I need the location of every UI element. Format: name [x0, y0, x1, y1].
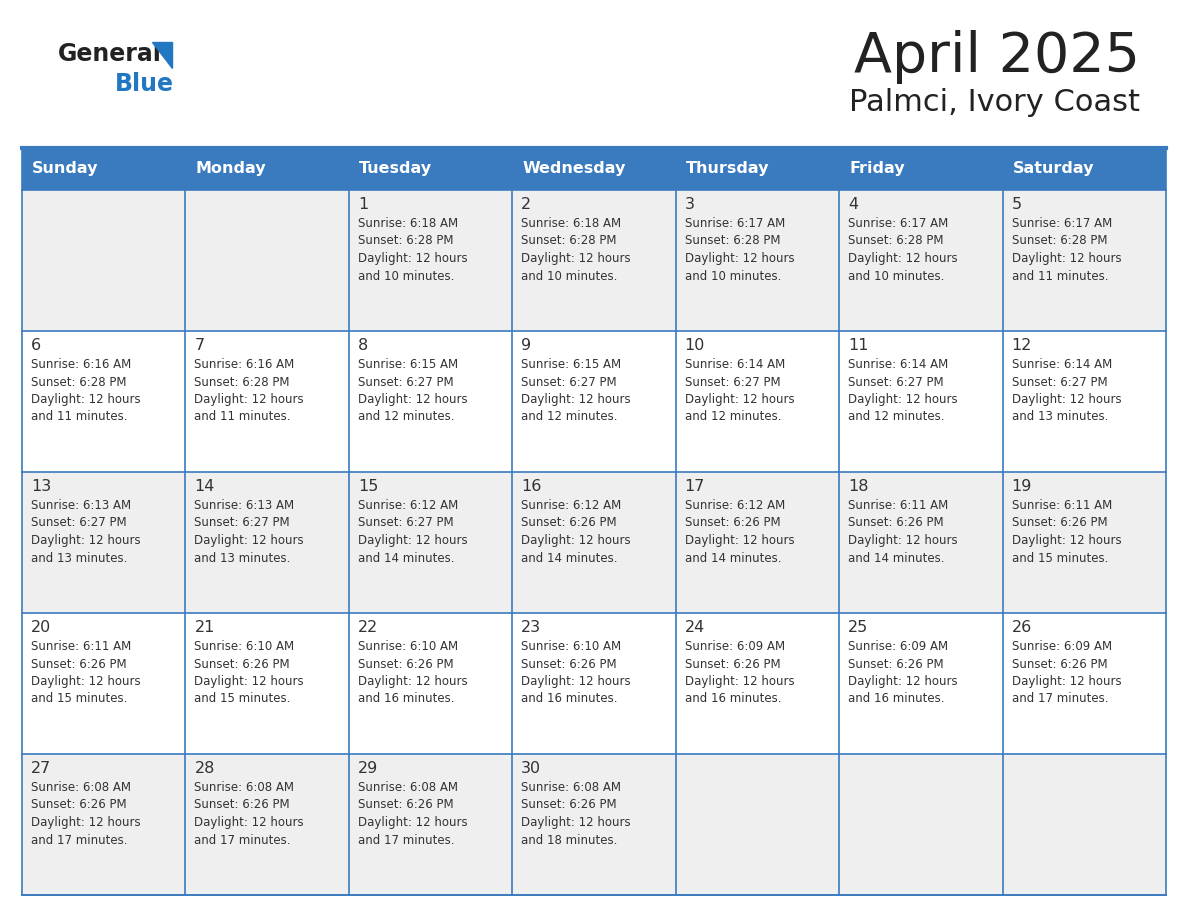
Text: General: General — [58, 42, 162, 66]
Text: Blue: Blue — [115, 72, 173, 96]
Text: 1: 1 — [358, 197, 368, 212]
Text: Sunrise: 6:15 AM
Sunset: 6:27 PM
Daylight: 12 hours
and 12 minutes.: Sunrise: 6:15 AM Sunset: 6:27 PM Dayligh… — [358, 358, 468, 423]
Text: Wednesday: Wednesday — [523, 162, 626, 176]
Text: 18: 18 — [848, 479, 868, 494]
Text: 30: 30 — [522, 761, 542, 776]
Text: 25: 25 — [848, 620, 868, 635]
Text: Tuesday: Tuesday — [359, 162, 432, 176]
Text: Sunrise: 6:18 AM
Sunset: 6:28 PM
Daylight: 12 hours
and 10 minutes.: Sunrise: 6:18 AM Sunset: 6:28 PM Dayligh… — [522, 217, 631, 283]
Text: 10: 10 — [684, 338, 706, 353]
Text: 4: 4 — [848, 197, 858, 212]
Text: Sunrise: 6:12 AM
Sunset: 6:26 PM
Daylight: 12 hours
and 14 minutes.: Sunrise: 6:12 AM Sunset: 6:26 PM Dayligh… — [522, 499, 631, 565]
Text: 15: 15 — [358, 479, 378, 494]
Text: Sunrise: 6:16 AM
Sunset: 6:28 PM
Daylight: 12 hours
and 11 minutes.: Sunrise: 6:16 AM Sunset: 6:28 PM Dayligh… — [195, 358, 304, 423]
Text: 16: 16 — [522, 479, 542, 494]
Text: 5: 5 — [1011, 197, 1022, 212]
Text: 27: 27 — [31, 761, 51, 776]
Text: Sunrise: 6:13 AM
Sunset: 6:27 PM
Daylight: 12 hours
and 13 minutes.: Sunrise: 6:13 AM Sunset: 6:27 PM Dayligh… — [195, 499, 304, 565]
Text: April 2025: April 2025 — [854, 30, 1140, 84]
Text: 12: 12 — [1011, 338, 1032, 353]
Text: Sunrise: 6:10 AM
Sunset: 6:26 PM
Daylight: 12 hours
and 15 minutes.: Sunrise: 6:10 AM Sunset: 6:26 PM Dayligh… — [195, 640, 304, 706]
Text: 11: 11 — [848, 338, 868, 353]
Text: Sunrise: 6:11 AM
Sunset: 6:26 PM
Daylight: 12 hours
and 15 minutes.: Sunrise: 6:11 AM Sunset: 6:26 PM Dayligh… — [31, 640, 140, 706]
Text: Sunrise: 6:10 AM
Sunset: 6:26 PM
Daylight: 12 hours
and 16 minutes.: Sunrise: 6:10 AM Sunset: 6:26 PM Dayligh… — [522, 640, 631, 706]
Text: 3: 3 — [684, 197, 695, 212]
Text: Sunrise: 6:14 AM
Sunset: 6:27 PM
Daylight: 12 hours
and 12 minutes.: Sunrise: 6:14 AM Sunset: 6:27 PM Dayligh… — [684, 358, 795, 423]
Text: Sunrise: 6:10 AM
Sunset: 6:26 PM
Daylight: 12 hours
and 16 minutes.: Sunrise: 6:10 AM Sunset: 6:26 PM Dayligh… — [358, 640, 468, 706]
Text: 29: 29 — [358, 761, 378, 776]
Text: 9: 9 — [522, 338, 531, 353]
Text: Sunday: Sunday — [32, 162, 99, 176]
Text: Sunrise: 6:11 AM
Sunset: 6:26 PM
Daylight: 12 hours
and 15 minutes.: Sunrise: 6:11 AM Sunset: 6:26 PM Dayligh… — [1011, 499, 1121, 565]
Text: Palmci, Ivory Coast: Palmci, Ivory Coast — [849, 88, 1140, 117]
Text: Sunrise: 6:09 AM
Sunset: 6:26 PM
Daylight: 12 hours
and 16 minutes.: Sunrise: 6:09 AM Sunset: 6:26 PM Dayligh… — [684, 640, 795, 706]
Text: 2: 2 — [522, 197, 531, 212]
Bar — [23, 472, 1165, 613]
Text: 20: 20 — [31, 620, 51, 635]
Text: 8: 8 — [358, 338, 368, 353]
Text: 17: 17 — [684, 479, 706, 494]
Text: Sunrise: 6:17 AM
Sunset: 6:28 PM
Daylight: 12 hours
and 11 minutes.: Sunrise: 6:17 AM Sunset: 6:28 PM Dayligh… — [1011, 217, 1121, 283]
Text: Sunrise: 6:17 AM
Sunset: 6:28 PM
Daylight: 12 hours
and 10 minutes.: Sunrise: 6:17 AM Sunset: 6:28 PM Dayligh… — [684, 217, 795, 283]
Text: 21: 21 — [195, 620, 215, 635]
Text: Friday: Friday — [849, 162, 905, 176]
Text: Sunrise: 6:18 AM
Sunset: 6:28 PM
Daylight: 12 hours
and 10 minutes.: Sunrise: 6:18 AM Sunset: 6:28 PM Dayligh… — [358, 217, 468, 283]
Bar — [23, 754, 1165, 895]
Text: Sunrise: 6:12 AM
Sunset: 6:26 PM
Daylight: 12 hours
and 14 minutes.: Sunrise: 6:12 AM Sunset: 6:26 PM Dayligh… — [684, 499, 795, 565]
Text: Sunrise: 6:12 AM
Sunset: 6:27 PM
Daylight: 12 hours
and 14 minutes.: Sunrise: 6:12 AM Sunset: 6:27 PM Dayligh… — [358, 499, 468, 565]
Bar — [23, 148, 1165, 190]
Text: 23: 23 — [522, 620, 542, 635]
Text: 14: 14 — [195, 479, 215, 494]
Text: Sunrise: 6:08 AM
Sunset: 6:26 PM
Daylight: 12 hours
and 17 minutes.: Sunrise: 6:08 AM Sunset: 6:26 PM Dayligh… — [195, 781, 304, 846]
Text: Sunrise: 6:08 AM
Sunset: 6:26 PM
Daylight: 12 hours
and 17 minutes.: Sunrise: 6:08 AM Sunset: 6:26 PM Dayligh… — [31, 781, 140, 846]
Text: 24: 24 — [684, 620, 704, 635]
Text: Sunrise: 6:14 AM
Sunset: 6:27 PM
Daylight: 12 hours
and 13 minutes.: Sunrise: 6:14 AM Sunset: 6:27 PM Dayligh… — [1011, 358, 1121, 423]
Text: Sunrise: 6:11 AM
Sunset: 6:26 PM
Daylight: 12 hours
and 14 minutes.: Sunrise: 6:11 AM Sunset: 6:26 PM Dayligh… — [848, 499, 958, 565]
Text: 19: 19 — [1011, 479, 1032, 494]
Text: 7: 7 — [195, 338, 204, 353]
Text: Saturday: Saturday — [1012, 162, 1094, 176]
Text: Sunrise: 6:13 AM
Sunset: 6:27 PM
Daylight: 12 hours
and 13 minutes.: Sunrise: 6:13 AM Sunset: 6:27 PM Dayligh… — [31, 499, 140, 565]
Text: Sunrise: 6:09 AM
Sunset: 6:26 PM
Daylight: 12 hours
and 16 minutes.: Sunrise: 6:09 AM Sunset: 6:26 PM Dayligh… — [848, 640, 958, 706]
Bar — [23, 190, 1165, 331]
Text: Sunrise: 6:08 AM
Sunset: 6:26 PM
Daylight: 12 hours
and 18 minutes.: Sunrise: 6:08 AM Sunset: 6:26 PM Dayligh… — [522, 781, 631, 846]
Polygon shape — [152, 42, 172, 68]
Text: Sunrise: 6:15 AM
Sunset: 6:27 PM
Daylight: 12 hours
and 12 minutes.: Sunrise: 6:15 AM Sunset: 6:27 PM Dayligh… — [522, 358, 631, 423]
Text: Thursday: Thursday — [685, 162, 769, 176]
Text: Monday: Monday — [196, 162, 266, 176]
Text: Sunrise: 6:17 AM
Sunset: 6:28 PM
Daylight: 12 hours
and 10 minutes.: Sunrise: 6:17 AM Sunset: 6:28 PM Dayligh… — [848, 217, 958, 283]
Text: 6: 6 — [31, 338, 42, 353]
Bar — [23, 613, 1165, 754]
Text: Sunrise: 6:16 AM
Sunset: 6:28 PM
Daylight: 12 hours
and 11 minutes.: Sunrise: 6:16 AM Sunset: 6:28 PM Dayligh… — [31, 358, 140, 423]
Bar — [23, 331, 1165, 472]
Text: 13: 13 — [31, 479, 51, 494]
Text: 28: 28 — [195, 761, 215, 776]
Text: Sunrise: 6:14 AM
Sunset: 6:27 PM
Daylight: 12 hours
and 12 minutes.: Sunrise: 6:14 AM Sunset: 6:27 PM Dayligh… — [848, 358, 958, 423]
Text: Sunrise: 6:08 AM
Sunset: 6:26 PM
Daylight: 12 hours
and 17 minutes.: Sunrise: 6:08 AM Sunset: 6:26 PM Dayligh… — [358, 781, 468, 846]
Text: 22: 22 — [358, 620, 378, 635]
Text: Sunrise: 6:09 AM
Sunset: 6:26 PM
Daylight: 12 hours
and 17 minutes.: Sunrise: 6:09 AM Sunset: 6:26 PM Dayligh… — [1011, 640, 1121, 706]
Text: 26: 26 — [1011, 620, 1032, 635]
